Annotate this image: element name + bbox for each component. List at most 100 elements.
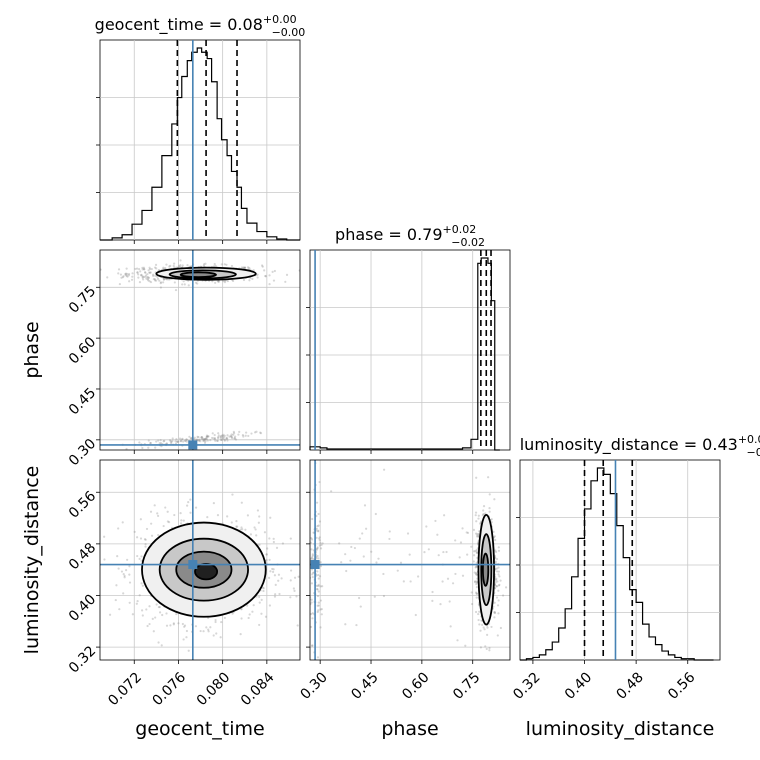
sample-point [310,538,314,541]
sample-point [316,610,319,614]
sample-point [495,585,498,588]
sample-point [124,272,128,275]
sample-point [476,534,479,537]
sample-point [148,605,151,608]
title-sup: +0.02 [443,223,477,236]
sample-point [131,275,134,278]
sample-point [159,281,163,284]
sample-point [183,624,187,627]
sample-point [172,622,175,625]
sample-point [240,266,243,269]
sample-point [499,579,502,582]
histogram-step [309,257,500,451]
sample-point [317,604,320,607]
sample-point [212,634,215,637]
panel-content [310,460,510,660]
x-axis-label: geocent_time [135,718,264,740]
sample-point [137,276,140,279]
sample-point [148,271,151,274]
sample-point [100,268,102,271]
sample-point [465,531,468,534]
sample-point [311,617,314,620]
sample-point [317,530,320,533]
sample-point [128,280,131,283]
sample-point [493,610,496,614]
sample-point [223,263,226,266]
truth-marker [310,560,320,570]
sample-point [235,520,238,523]
sample-point [311,644,314,648]
sample-point [154,263,158,266]
sample-point [170,441,173,445]
sample-point [179,440,183,443]
sample-point [174,442,178,445]
sample-point [156,277,160,281]
sample-point [117,567,120,570]
sample-point [201,437,204,440]
sample-point [185,629,189,633]
sample-point [229,434,232,438]
sample-point [216,439,219,442]
sample-point [494,579,497,582]
sample-point [161,613,164,617]
sample-point [197,439,200,442]
sample-point [158,605,161,609]
sample-point [196,435,199,438]
sample-point [197,436,200,439]
sample-point [311,612,314,615]
sample-point [461,574,465,577]
sample-point [235,525,239,528]
sample-point [475,551,479,554]
sample-point [316,594,320,598]
sample-point [173,281,176,284]
sample-point [318,539,321,542]
sample-point [143,275,146,279]
sample-point [144,543,147,546]
sample-point [256,273,259,276]
sample-point [115,584,118,587]
sample-point [220,620,223,624]
sample-point [233,435,237,438]
sample-point [137,273,140,276]
sample-point [476,581,479,584]
sample-point [211,280,214,283]
sample-point [475,582,478,586]
sample-point [271,270,274,273]
sample-point [268,604,272,607]
sample-point [176,440,179,443]
sample-point [203,438,206,441]
sample-point [155,279,158,282]
sample-point [316,547,319,550]
sample-point [250,432,253,435]
sample-point [154,616,157,619]
sample-point [310,598,313,601]
sample-point [479,629,482,632]
sample-point [165,442,168,445]
sample-point [226,437,229,441]
sample-point [158,442,161,445]
sample-point [258,543,261,546]
sample-point [319,585,322,588]
sample-point [123,574,126,578]
sample-point [466,553,469,556]
sample-point [445,550,448,554]
sample-point [128,573,131,576]
sample-point [493,498,496,501]
sample-point [316,546,319,549]
sample-point [157,605,161,609]
sample-point [265,558,268,562]
sample-point [144,271,147,274]
sample-point [476,535,479,538]
x-tick-label: 0.45 [348,669,381,702]
sample-point [242,266,245,269]
sample-point [242,266,245,269]
sample-point [142,278,145,281]
sample-point [470,545,473,548]
sample-point [256,276,259,279]
sample-point [321,585,324,588]
sample-point [148,267,152,271]
sample-point [272,279,276,282]
sample-point [437,554,440,557]
sample-point [138,267,141,271]
sample-point [436,533,439,536]
